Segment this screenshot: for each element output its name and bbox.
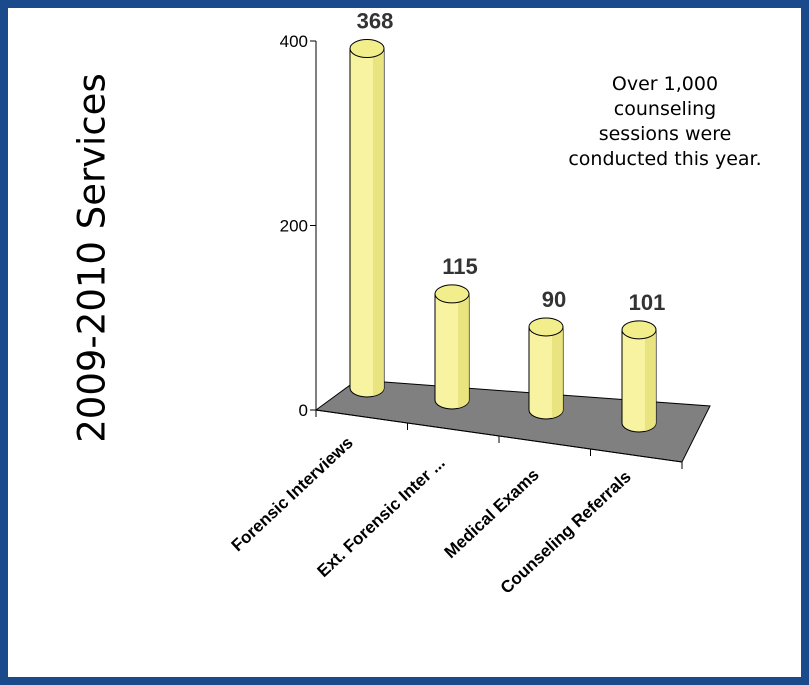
x-tick-label: Medical Exams — [441, 465, 543, 562]
x-tick-label: Ext. Forensic Inter ... — [313, 453, 448, 581]
bar-top — [528, 317, 564, 337]
annotation-line: counseling — [613, 98, 717, 120]
annotation-line: sessions were — [598, 123, 732, 145]
data-label: 368 — [357, 9, 394, 34]
data-label: 115 — [442, 254, 478, 279]
data-label: 90 — [542, 287, 566, 312]
y-tick-label: 200 — [280, 217, 308, 236]
y-tick-label: 0 — [299, 401, 308, 420]
bar-top — [434, 284, 470, 304]
bar-top — [349, 39, 385, 59]
bar-top — [621, 320, 657, 340]
bar-shade — [457, 293, 469, 409]
annotation-line: conducted this year. — [568, 148, 762, 170]
data-label: 101 — [629, 290, 666, 315]
bar-shade — [551, 326, 563, 419]
bar-shade — [372, 48, 384, 397]
bar-shade — [644, 329, 656, 432]
annotation-line: Over 1,000 — [611, 73, 719, 95]
x-tick-label: Forensic Interviews — [228, 433, 357, 555]
annotation-note: Over 1,000 counseling sessions were cond… — [545, 72, 785, 172]
y-tick-label: 400 — [280, 32, 308, 51]
